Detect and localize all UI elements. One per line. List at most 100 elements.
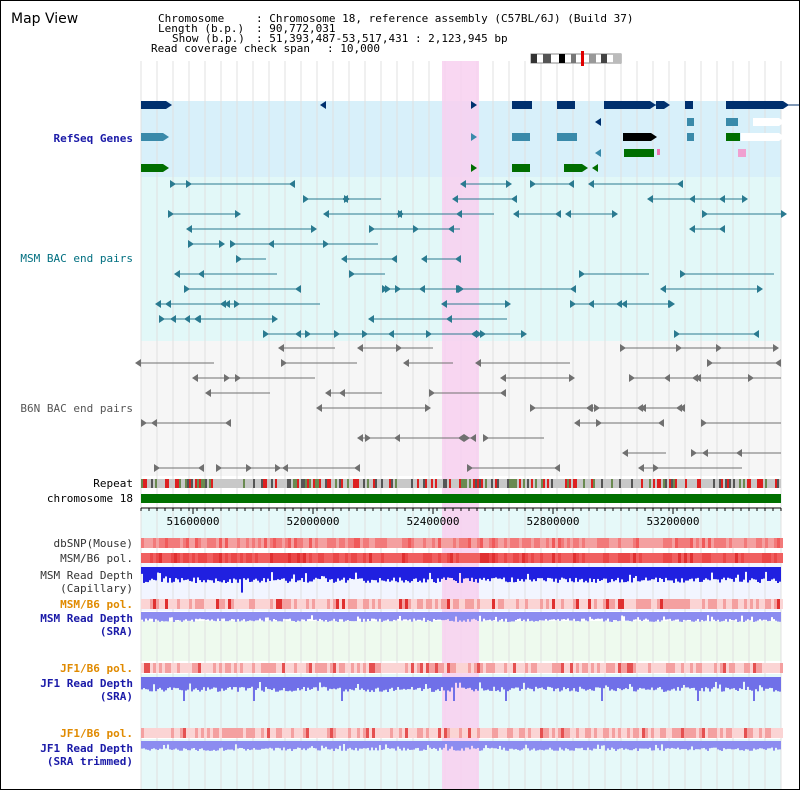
repeat-mark: [491, 479, 493, 488]
msm-capillary-depth-bar: [681, 567, 683, 579]
msm-b6-pol-cell: [696, 553, 699, 563]
msm-b6-pol-cell: [180, 553, 183, 563]
jf1-trim-depth-bar: [657, 741, 659, 749]
msm-b6-pol-2-cell: [174, 599, 177, 609]
jf1-sra-depth-bar: [581, 677, 583, 689]
msm-b6-pol-2-cell: [654, 599, 657, 609]
msm-capillary-depth-bar: [555, 567, 557, 579]
jf1-trim-depth-bar: [555, 741, 557, 751]
msm-b6-pol-cell: [366, 553, 369, 563]
jf1-sra-depth-bar: [207, 677, 209, 688]
jf1-sra-depth-bar: [415, 677, 417, 690]
msm-capillary-depth-bar: [519, 567, 521, 581]
msm-sra-depth-bar: [607, 612, 609, 619]
jf1-b6-pol-cell: [411, 663, 414, 673]
jf1-sra-depth-bar: [279, 677, 281, 691]
dbsnp-cell: [192, 538, 195, 548]
jf1-b6-pol-cell: [723, 663, 726, 673]
gene-feature: [564, 164, 582, 172]
jf1-trim-depth-bar: [489, 741, 491, 749]
msm-b6-pol-cell: [420, 553, 423, 563]
repeat-mark: [713, 479, 715, 488]
track-label-b6n-bac[interactable]: B6N BAC end pairs: [20, 402, 133, 415]
msm-b6-pol-2-cell: [684, 599, 687, 609]
track-label-jf1-b6-pol-2[interactable]: JF1/B6 pol.: [60, 727, 133, 740]
track-label-msm-b6-pol-2[interactable]: MSM/B6 pol.: [60, 598, 133, 611]
jf1-trim-depth-bar: [561, 741, 563, 750]
track-label-jf1-depth-trim[interactable]: JF1 Read Depth: [40, 742, 133, 755]
msm-capillary-depth-bar: [759, 567, 761, 583]
axis-tick-label: 52800000: [527, 515, 580, 528]
msm-b6-pol-2-cell: [318, 599, 321, 609]
jf1-trim-depth-bar: [239, 741, 241, 748]
msm-b6-pol-2-cell: [525, 599, 528, 609]
msm-b6-pol-cell: [606, 553, 609, 563]
dbsnp-cell: [468, 538, 471, 548]
msm-bac-pair-end: [170, 180, 176, 188]
msm-b6-pol-2-cell: [447, 599, 450, 609]
jf1-trim-depth-bar: [469, 741, 471, 750]
msm-sra-depth-bar: [443, 612, 445, 621]
repeat-mark: [155, 479, 157, 488]
msm-sra-depth-bar: [335, 612, 337, 622]
jf1-b6-pol-2-cell: [153, 728, 156, 738]
track-label-msm-b6-pol-1[interactable]: MSM/B6 pol.: [60, 552, 133, 565]
jf1-sra-depth-bar: [245, 677, 247, 691]
jf1-b6-pol-2-cell: [201, 728, 204, 738]
msm-capillary-depth-bar: [221, 567, 223, 583]
dbsnp-cell: [174, 538, 177, 548]
b6n-bac-pair-end: [483, 434, 489, 442]
track-label-jf1-b6-pol-1[interactable]: JF1/B6 pol.: [60, 662, 133, 675]
msm-capillary-depth-bar: [345, 567, 347, 583]
track-label-msm-depth-sra[interactable]: MSM Read Depth: [40, 612, 133, 625]
jf1-sra-depth-bar: [569, 677, 571, 692]
msm-sra-depth-bar: [449, 612, 451, 622]
msm-capillary-depth-bar: [239, 567, 241, 580]
msm-bac-pair-end: [382, 285, 388, 293]
msm-bac-pair-end: [349, 270, 355, 278]
msm-capillary-depth-bar: [429, 567, 431, 573]
msm-b6-pol-2-cell: [756, 599, 759, 609]
msm-sra-depth-bar: [193, 612, 195, 622]
msm-b6-pol-cell: [225, 553, 228, 563]
msm-capillary-depth-bar: [237, 567, 239, 583]
msm-b6-pol-2-cell: [729, 599, 732, 609]
jf1-b6-pol-2-cell: [381, 728, 384, 738]
track-label-repeat[interactable]: Repeat: [93, 477, 133, 490]
jf1-b6-pol-cell: [534, 663, 537, 673]
msm-capillary-depth-bar: [341, 567, 343, 580]
track-label-msm-bac[interactable]: MSM BAC end pairs: [20, 252, 133, 265]
dbsnp-cell: [195, 538, 198, 548]
jf1-b6-pol-2-cell: [615, 728, 618, 738]
jf1-trim-depth-bar: [281, 741, 283, 751]
msm-b6-pol-2-cell: [450, 599, 453, 609]
msm-b6-pol-cell: [771, 553, 774, 563]
msm-sra-depth-bar: [757, 612, 759, 621]
jf1-b6-pol-2-cell: [720, 728, 723, 738]
track-label-refseq[interactable]: RefSeq Genes: [53, 132, 133, 145]
b6n-bac-pair-end: [464, 434, 470, 442]
jf1-b6-pol-2-cell: [681, 728, 684, 738]
track-label-dbsnp[interactable]: dbSNP(Mouse): [53, 537, 133, 550]
jf1-b6-pol-2-cell: [690, 728, 693, 738]
msm-capillary-depth-bar: [393, 567, 395, 578]
track-label-jf1-depth-sra[interactable]: JF1 Read Depth: [40, 677, 133, 690]
jf1-b6-pol-2-cell: [339, 728, 342, 738]
track-label-msm-depth-cap[interactable]: MSM Read Depth: [40, 569, 133, 582]
msm-b6-pol-2-cell: [501, 599, 504, 609]
jf1-b6-pol-2-cell: [498, 728, 501, 738]
jf1-sra-depth-bar: [243, 677, 245, 688]
msm-capillary-depth-bar: [493, 567, 495, 579]
msm-capillary-depth-bar: [761, 567, 763, 580]
jf1-b6-pol-cell: [654, 663, 657, 673]
msm-b6-pol-cell: [759, 553, 762, 563]
msm-b6-pol-cell: [150, 553, 153, 563]
jf1-sra-depth-bar: [229, 677, 231, 688]
gene-arrow: [651, 133, 657, 141]
jf1-trim-depth-bar: [685, 741, 687, 749]
gene-feature: [557, 133, 577, 141]
jf1-b6-pol-2-cell: [189, 728, 192, 738]
dbsnp-cell: [603, 538, 606, 548]
dbsnp-cell: [474, 538, 477, 548]
